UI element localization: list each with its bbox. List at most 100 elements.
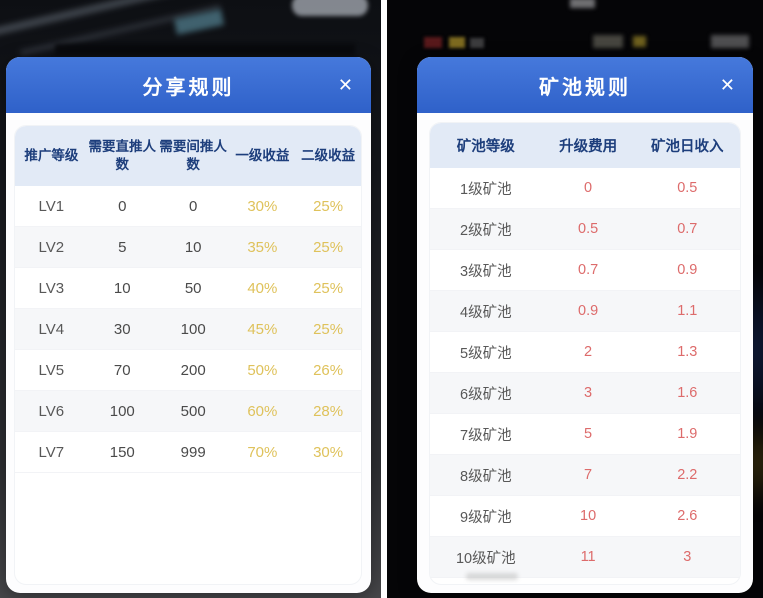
cell-income: 1.9 [677,426,698,442]
cell-l2: 30% [313,443,344,461]
cell-level: LV1 [38,197,65,215]
background-streak [19,4,222,56]
background-badge-blur [711,35,749,48]
cell-l2: 25% [313,197,344,215]
table-row: 4级矿池 0.9 1.1 [430,291,740,332]
cell-cost: 0.9 [578,303,599,319]
cell-income: 1.6 [677,385,698,401]
background-blur [173,9,225,35]
column-header-direct-count: 需要直推人数 [88,139,157,172]
cell-level: 10级矿池 [455,550,516,567]
cell-level: 3级矿池 [460,263,512,280]
background-badge-blur [449,37,465,48]
screenshot-divider [381,0,387,598]
table-row: 1级矿池 0 0.5 [430,168,740,209]
close-icon[interactable]: ✕ [719,75,735,95]
cell-level: LV3 [38,279,65,297]
cell-indirect: 200 [180,361,206,379]
cell-level: LV5 [38,361,65,379]
cell-indirect: 999 [180,443,206,461]
cell-l2: 26% [313,361,344,379]
cell-income: 1.1 [677,303,698,319]
column-header-indirect-count: 需要间推人数 [159,139,227,172]
cell-direct: 30 [113,320,131,338]
table-row: 8级矿池 7 2.2 [430,455,740,496]
cell-level: 4级矿池 [460,304,512,321]
table-row: 7级矿池 5 1.9 [430,414,740,455]
cell-indirect: 0 [189,197,198,215]
cell-l1: 30% [247,197,278,215]
table-row: LV3 10 50 40% 25% [15,268,361,309]
background-badge-blur [470,38,484,48]
table-row: LV7 150 999 70% 30% [15,432,361,473]
cell-l2: 25% [313,320,344,338]
background-badge-blur [424,37,442,48]
cell-level: 6级矿池 [460,386,512,403]
cell-cost: 0 [584,180,593,196]
cell-direct: 100 [109,402,135,420]
cell-level: 8级矿池 [460,468,512,485]
modal-title: 矿池规则 [539,76,631,99]
cell-level: 1级矿池 [460,181,512,198]
cell-income: 0.5 [677,180,698,196]
column-header-promo-level: 推广等级 [24,148,79,164]
table-row: LV6 100 500 60% 28% [15,391,361,432]
close-icon[interactable]: ✕ [337,75,353,95]
cell-income: 3 [683,549,692,565]
table-row: LV2 5 10 35% 25% [15,227,361,268]
cell-cost: 2 [584,344,593,360]
column-header-upgrade-cost: 升级费用 [559,139,618,155]
background-pill-blur [292,0,368,16]
cell-l2: 25% [313,279,344,297]
cell-level: 9级矿池 [460,509,512,526]
cell-l2: 25% [313,238,344,256]
column-header-pool-level: 矿池等级 [456,139,515,155]
column-header-level2-earn: 二级收益 [301,148,356,164]
background-blur [55,44,355,55]
table-row: 5级矿池 2 1.3 [430,332,740,373]
column-header-level1-earn: 一级收益 [235,148,290,164]
background-blur [570,0,595,8]
cell-cost: 3 [584,385,593,401]
table-row: 10级矿池 11 3 [430,537,740,578]
table-row: 2级矿池 0.5 0.7 [430,209,740,250]
cell-direct: 10 [113,279,131,297]
cell-cost: 0.7 [578,262,599,278]
background-badge-blur [633,36,646,47]
background-badge-blur [593,35,623,48]
cell-indirect: 50 [184,279,202,297]
cell-indirect: 500 [180,402,206,420]
modal-header: 分享规则 ✕ [6,57,371,113]
table-body: LV1 0 0 30% 25% LV2 5 10 35% 25% LV3 10 50 40% 25% LV4 3… [15,186,361,473]
cell-l1: 45% [247,320,278,338]
cell-cost: 0.5 [578,221,599,237]
cell-indirect: 100 [180,320,206,338]
table-row: 6级矿池 3 1.6 [430,373,740,414]
table-header-row: 矿池等级 升级费用 矿池日收入 [430,123,740,168]
cell-income: 2.2 [677,467,698,483]
cell-l1: 70% [247,443,278,461]
cell-level: 7级矿池 [460,427,512,444]
cell-cost: 10 [580,508,597,524]
modal-title: 分享规则 [142,76,235,99]
modal-header: 矿池规则 ✕ [417,57,753,113]
cell-level: LV2 [38,238,65,256]
cell-l1: 50% [247,361,278,379]
cell-cost: 11 [580,549,596,565]
right-screenshot-background: 矿池规则 ✕ 矿池等级 升级费用 矿池日收入 1级矿池 0 0.5 2级矿池 0.5 0.… [387,0,763,598]
left-screenshot-background: 分享规则 ✕ 推广等级 需要直推人数 需要间推人数 一级收益 二级收益 LV1 0… [0,0,381,598]
table-row: LV4 30 100 45% 25% [15,309,361,350]
cell-l1: 35% [247,238,278,256]
cell-l2: 28% [313,402,344,420]
cell-income: 0.9 [677,262,698,278]
cell-l1: 60% [247,402,278,420]
table-body: 1级矿池 0 0.5 2级矿池 0.5 0.7 3级矿池 0.7 0.9 4级矿池 0.9 1.1 5级… [430,168,740,578]
cell-level: 5级矿池 [460,345,512,362]
table-row: LV5 70 200 50% 26% [15,350,361,391]
column-header-daily-income: 矿池日收入 [651,139,724,155]
background-streak [0,0,221,37]
cell-level: LV6 [38,402,65,420]
cutoff-row-remnant [466,573,518,580]
cell-indirect: 10 [184,238,202,256]
